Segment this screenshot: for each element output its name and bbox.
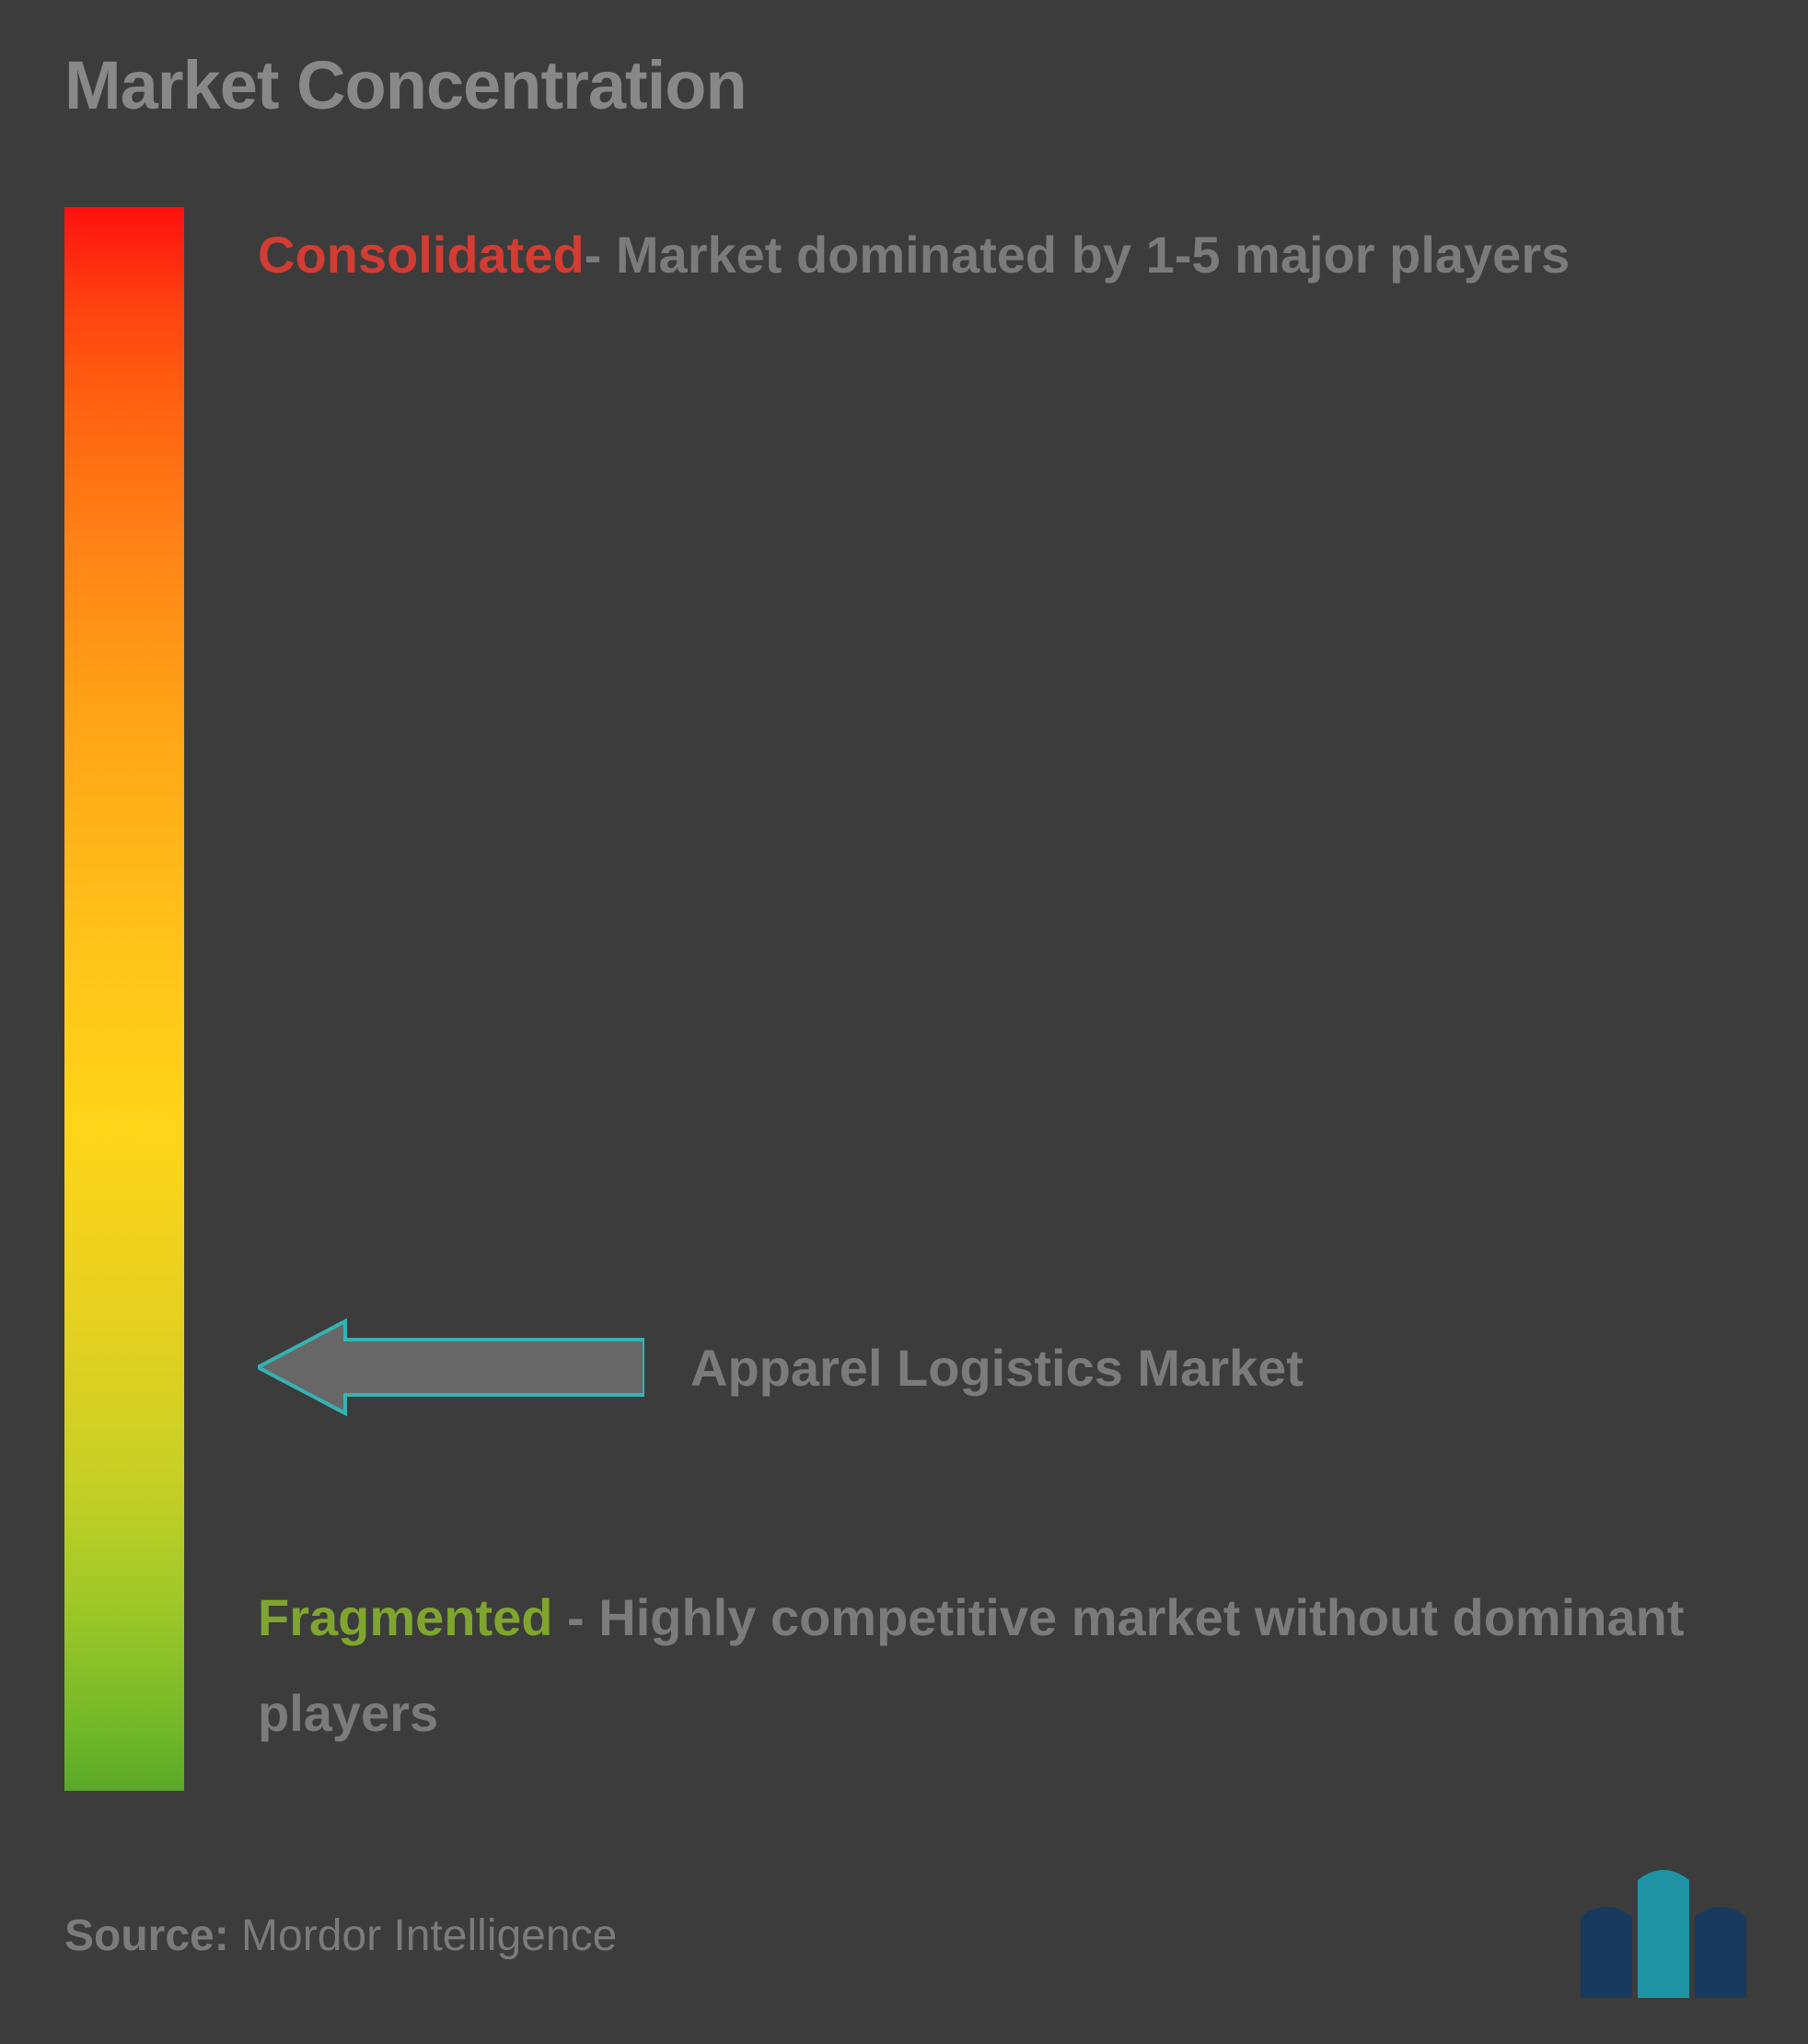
source-lead: Source: — [64, 1911, 241, 1960]
market-position-marker: Apparel Logistics Market — [258, 1317, 1304, 1418]
consolidated-label: Consolidated- Market dominated by 1-5 ma… — [258, 207, 1707, 303]
source-attribution: Source: Mordor Intelligence — [64, 1910, 617, 1961]
labels-column: Consolidated- Market dominated by 1-5 ma… — [258, 207, 1744, 1791]
consolidated-desc: - Market dominated by 1-5 major players — [585, 226, 1570, 284]
concentration-diagram: Consolidated- Market dominated by 1-5 ma… — [64, 207, 1744, 1791]
market-name-label: Apparel Logistics Market — [690, 1338, 1304, 1398]
concentration-gradient-bar — [64, 207, 184, 1791]
consolidated-lead: Consolidated — [258, 226, 585, 284]
page-title: Market Concentration — [64, 46, 1744, 124]
source-name: Mordor Intelligence — [241, 1911, 617, 1960]
brand-logo-icon — [1578, 1860, 1753, 1998]
left-arrow-icon — [258, 1317, 644, 1418]
fragmented-label: Fragmented - Highly competitive market w… — [258, 1570, 1707, 1760]
fragmented-lead: Fragmented — [258, 1588, 553, 1646]
